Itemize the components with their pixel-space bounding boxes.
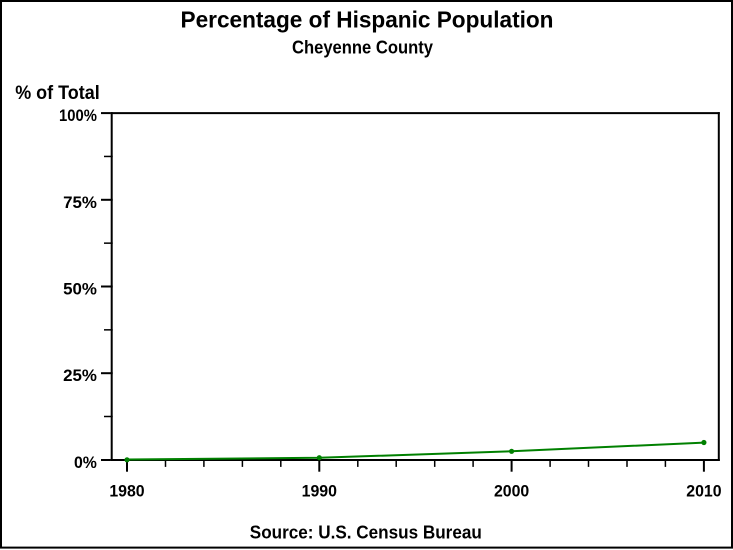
svg-text:0%: 0%	[74, 453, 97, 472]
svg-text:Source: U.S. Census Bureau: Source: U.S. Census Bureau	[250, 522, 482, 543]
svg-text:75%: 75%	[63, 193, 97, 212]
svg-text:Percentage of Hispanic Populat: Percentage of Hispanic Population	[181, 7, 554, 33]
svg-text:1990: 1990	[302, 482, 337, 501]
svg-text:100%: 100%	[59, 106, 97, 125]
svg-text:Cheyenne County: Cheyenne County	[292, 37, 434, 58]
svg-text:25%: 25%	[63, 366, 97, 385]
svg-text:50%: 50%	[63, 280, 97, 299]
svg-text:1980: 1980	[109, 482, 144, 501]
svg-text:2000: 2000	[494, 482, 529, 501]
svg-text:% of Total: % of Total	[15, 83, 100, 104]
svg-text:2010: 2010	[686, 482, 721, 501]
